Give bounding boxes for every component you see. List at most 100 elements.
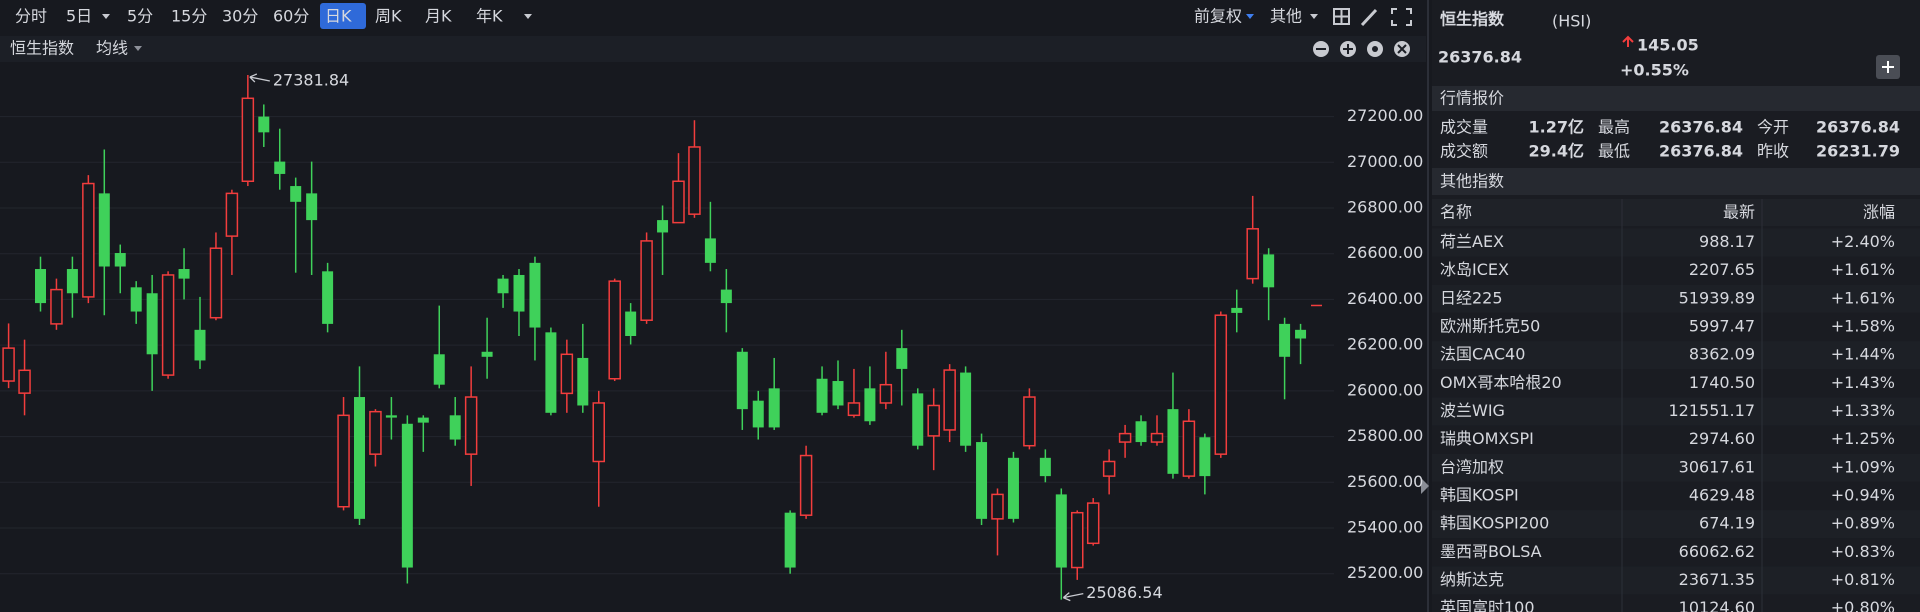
y-tick-label: 27200.00: [1347, 106, 1423, 125]
quote-value: 26376.84: [1816, 118, 1900, 137]
dropdown-caret: [524, 14, 532, 19]
table-row[interactable]: [1432, 538, 1920, 567]
quote-value: 26376.84: [1659, 142, 1743, 161]
table-cell: 瑞典OMXSPI: [1440, 429, 1534, 448]
table-cell: 韩国KOSPI: [1440, 485, 1519, 504]
candle-body: [449, 415, 461, 440]
candle-body: [464, 396, 478, 455]
table-row[interactable]: [1432, 481, 1920, 510]
period-tab[interactable]: 日K: [325, 7, 352, 26]
table-row[interactable]: [1432, 425, 1920, 454]
period-tab[interactable]: 分时: [15, 7, 47, 26]
min-arrow: [1062, 592, 1084, 602]
section-bar: [1432, 168, 1920, 195]
table-row[interactable]: [1432, 453, 1920, 482]
layout-icon-lines[interactable]: [1334, 9, 1349, 24]
candle-body: [752, 400, 764, 428]
candle-body: [1086, 502, 1100, 545]
candle-body: [991, 493, 1004, 520]
max-arrow: [249, 73, 270, 83]
candle-body: [98, 193, 110, 267]
candle-body: [736, 351, 748, 410]
table-row[interactable]: [1432, 284, 1920, 313]
up-arrow: [1622, 35, 1634, 47]
adjust-select[interactable]: 前复权: [1194, 7, 1242, 26]
period-tab[interactable]: 周K: [375, 7, 402, 26]
table-row[interactable]: [1432, 256, 1920, 285]
table-cell: 2974.60: [1689, 429, 1755, 448]
period-tab[interactable]: 60分: [273, 7, 309, 26]
other-select[interactable]: 其他: [1270, 7, 1302, 26]
quote-value: 29.4亿: [1529, 142, 1584, 161]
candle-body: [1039, 457, 1051, 477]
candle-body: [481, 351, 493, 357]
candle-body: [1055, 494, 1067, 568]
candle-body: [1150, 432, 1164, 443]
table-cell: 韩国KOSPI200: [1440, 514, 1549, 533]
column-header: 最新: [1723, 203, 1755, 222]
table-row[interactable]: [1432, 397, 1920, 426]
table-row[interactable]: [1432, 510, 1920, 539]
period-tab[interactable]: 年K: [476, 7, 503, 26]
candle-body: [864, 388, 876, 422]
quote-label: 最低: [1598, 142, 1630, 161]
indicator-select[interactable]: 均线: [96, 39, 128, 58]
table-cell: OMX哥本哈根20: [1440, 373, 1562, 392]
candle-body: [927, 404, 940, 437]
candle-body: [385, 415, 397, 418]
table-cell: 法国CAC40: [1440, 345, 1525, 364]
candle-body: [1007, 457, 1019, 519]
table-cell: 23671.35: [1679, 570, 1755, 589]
candle-body: [225, 192, 239, 237]
table-row[interactable]: [1432, 369, 1920, 398]
table-row[interactable]: [1432, 312, 1920, 341]
candle-body: [1231, 307, 1243, 313]
period-tab[interactable]: 30分: [222, 7, 258, 26]
table-row[interactable]: [1432, 341, 1920, 370]
table-cell: +2.40%: [1831, 232, 1895, 251]
candle-body: [274, 161, 286, 174]
y-tick-label: 26400.00: [1347, 289, 1423, 308]
table-cell: 英国富时100: [1440, 598, 1535, 612]
table-cell: 波兰WIG: [1440, 401, 1505, 420]
candle-body: [608, 280, 621, 380]
y-tick-label: 27000.00: [1347, 152, 1423, 171]
table-cell: +1.33%: [1831, 401, 1895, 420]
y-tick-label: 25800.00: [1347, 426, 1423, 445]
table-cell: 121551.17: [1668, 401, 1755, 420]
candle-body: [401, 423, 413, 568]
candle-body: [369, 410, 382, 455]
candle-body: [912, 393, 924, 446]
candle-body: [1118, 432, 1132, 443]
table-row[interactable]: [1432, 566, 1920, 595]
dropdown-caret: [102, 14, 110, 19]
period-tab[interactable]: 15分: [171, 7, 207, 26]
table-cell: +1.43%: [1831, 373, 1895, 392]
table-cell: 4629.48: [1689, 485, 1755, 504]
period-tab[interactable]: 5分: [127, 7, 153, 26]
table-cell: +1.09%: [1831, 457, 1895, 476]
candle-body: [640, 240, 653, 321]
candle-body: [879, 383, 893, 404]
max-label: 27381.84: [273, 71, 349, 90]
candle-body: [194, 329, 206, 361]
quote-value: 26376.84: [1659, 118, 1743, 137]
dropdown-caret: [134, 46, 142, 51]
table-cell: 欧洲斯托克50: [1440, 316, 1540, 335]
index-code: (HSI): [1552, 12, 1591, 31]
period-tab[interactable]: 5日: [66, 7, 92, 26]
table-row[interactable]: [1432, 594, 1920, 612]
fullscreen-icon[interactable]: [1391, 8, 1412, 26]
icon-glyph: [1343, 44, 1353, 54]
period-tab[interactable]: 月K: [425, 7, 452, 26]
candle-body: [209, 247, 223, 319]
candle-body: [337, 414, 350, 508]
collapse-arrow[interactable]: [1421, 478, 1429, 494]
table-cell: 纳斯达克: [1440, 570, 1504, 589]
draw-icon[interactable]: [1360, 8, 1378, 27]
candle-body: [896, 348, 908, 369]
candle-body: [1295, 329, 1307, 339]
candle-body: [1167, 409, 1179, 474]
y-tick-label: 26800.00: [1347, 198, 1423, 217]
table-row[interactable]: [1432, 228, 1920, 257]
